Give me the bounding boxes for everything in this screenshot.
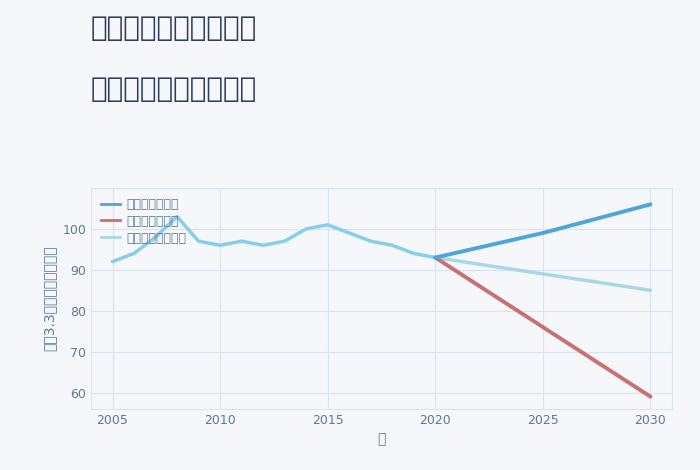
Legend: グッドシナリオ, バッドシナリオ, ノーマルシナリオ: グッドシナリオ, バッドシナリオ, ノーマルシナリオ xyxy=(97,194,190,248)
Text: 兵庫県姫路市双葉町の: 兵庫県姫路市双葉町の xyxy=(91,14,258,42)
Text: 中古戸建ての価格推移: 中古戸建ての価格推移 xyxy=(91,75,258,103)
Y-axis label: 坪（3.3㎡）単価（万円）: 坪（3.3㎡）単価（万円） xyxy=(43,246,57,351)
X-axis label: 年: 年 xyxy=(377,432,386,446)
